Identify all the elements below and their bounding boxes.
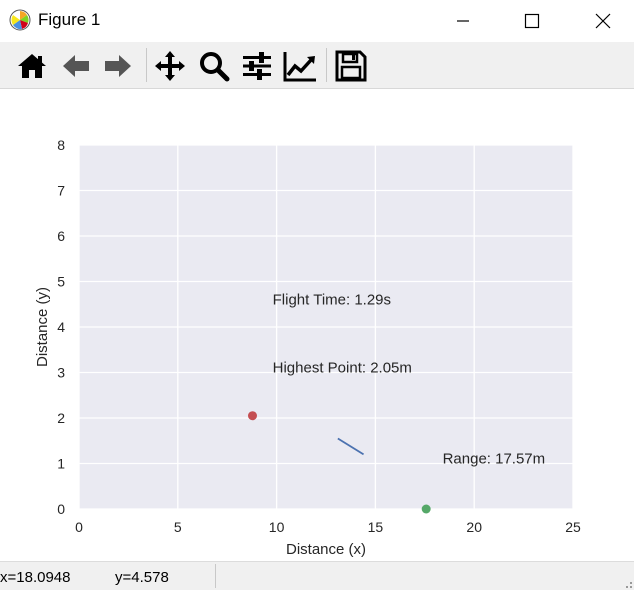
status-bar: x=18.0948 y=4.578 xyxy=(0,561,634,590)
save-button[interactable] xyxy=(333,48,369,84)
annotation-text: Flight Time: 1.29s xyxy=(273,291,391,308)
cursor-y-readout: y=4.578 xyxy=(115,569,169,586)
arrow-right-icon xyxy=(105,55,131,77)
x-tick-label: 15 xyxy=(368,519,384,535)
x-axis-label: Distance (x) xyxy=(286,541,366,558)
maximize-icon xyxy=(524,13,540,29)
matplotlib-logo-icon xyxy=(9,9,31,31)
y-tick-label: 6 xyxy=(57,228,65,244)
chart[interactable]: 0 5 10 15 20 25 0 1 2 3 4 5 6 7 8 Flight Time: 1.29s H… xyxy=(0,89,634,561)
title-bar: Figure 1 xyxy=(0,0,634,42)
x-tick-label: 5 xyxy=(174,519,182,535)
arrow-left-icon xyxy=(63,55,89,77)
sliders-icon xyxy=(243,52,271,80)
minimize-button[interactable] xyxy=(440,0,486,42)
figure-canvas[interactable]: 0 5 10 15 20 25 0 1 2 3 4 5 6 7 8 Flight Time: 1.29s H… xyxy=(0,89,634,561)
zoom-button[interactable] xyxy=(196,48,232,84)
pan-button[interactable] xyxy=(152,48,188,84)
configure-subplots-button[interactable] xyxy=(239,48,275,84)
toolbar-separator xyxy=(326,48,327,82)
home-icon xyxy=(18,54,46,78)
y-axis-label: Distance (y) xyxy=(34,287,51,367)
landing-point-marker xyxy=(421,504,431,514)
y-tick-label: 5 xyxy=(57,274,65,290)
floppy-disk-icon xyxy=(335,50,367,82)
x-tick-label: 20 xyxy=(466,519,482,535)
annotation-text: Highest Point: 2.05m xyxy=(273,360,412,377)
y-tick-label: 8 xyxy=(57,137,65,153)
maximize-button[interactable] xyxy=(509,0,555,42)
annotation-text: Range: 17.57m xyxy=(443,451,546,468)
line-chart-icon xyxy=(283,52,316,82)
y-tick-label: 0 xyxy=(57,501,65,517)
x-tick-label: 0 xyxy=(75,519,83,535)
y-tick-label: 7 xyxy=(57,183,65,199)
minimize-icon xyxy=(457,20,469,22)
y-tick-label: 4 xyxy=(57,319,65,335)
close-button[interactable] xyxy=(580,0,626,42)
window-title: Figure 1 xyxy=(38,10,101,29)
navigation-toolbar xyxy=(0,42,634,89)
x-tick-label: 25 xyxy=(565,519,581,535)
y-tick-label: 3 xyxy=(57,365,65,381)
x-tick-label: 10 xyxy=(269,519,285,535)
status-separator xyxy=(215,564,216,588)
back-button[interactable] xyxy=(58,48,94,84)
move-icon xyxy=(155,51,185,81)
forward-button[interactable] xyxy=(100,48,136,84)
y-tick-label: 2 xyxy=(57,410,65,426)
magnifier-icon xyxy=(200,52,230,82)
edit-axes-button[interactable] xyxy=(282,48,318,84)
cursor-x-readout: x=18.0948 xyxy=(0,569,71,586)
highest-point-marker xyxy=(247,411,257,421)
toolbar-separator xyxy=(146,48,147,82)
trajectory-line xyxy=(337,437,365,456)
y-tick-label: 1 xyxy=(57,456,65,472)
home-button[interactable] xyxy=(14,48,50,84)
close-icon xyxy=(595,13,611,29)
resize-grip-icon[interactable] xyxy=(622,578,632,588)
